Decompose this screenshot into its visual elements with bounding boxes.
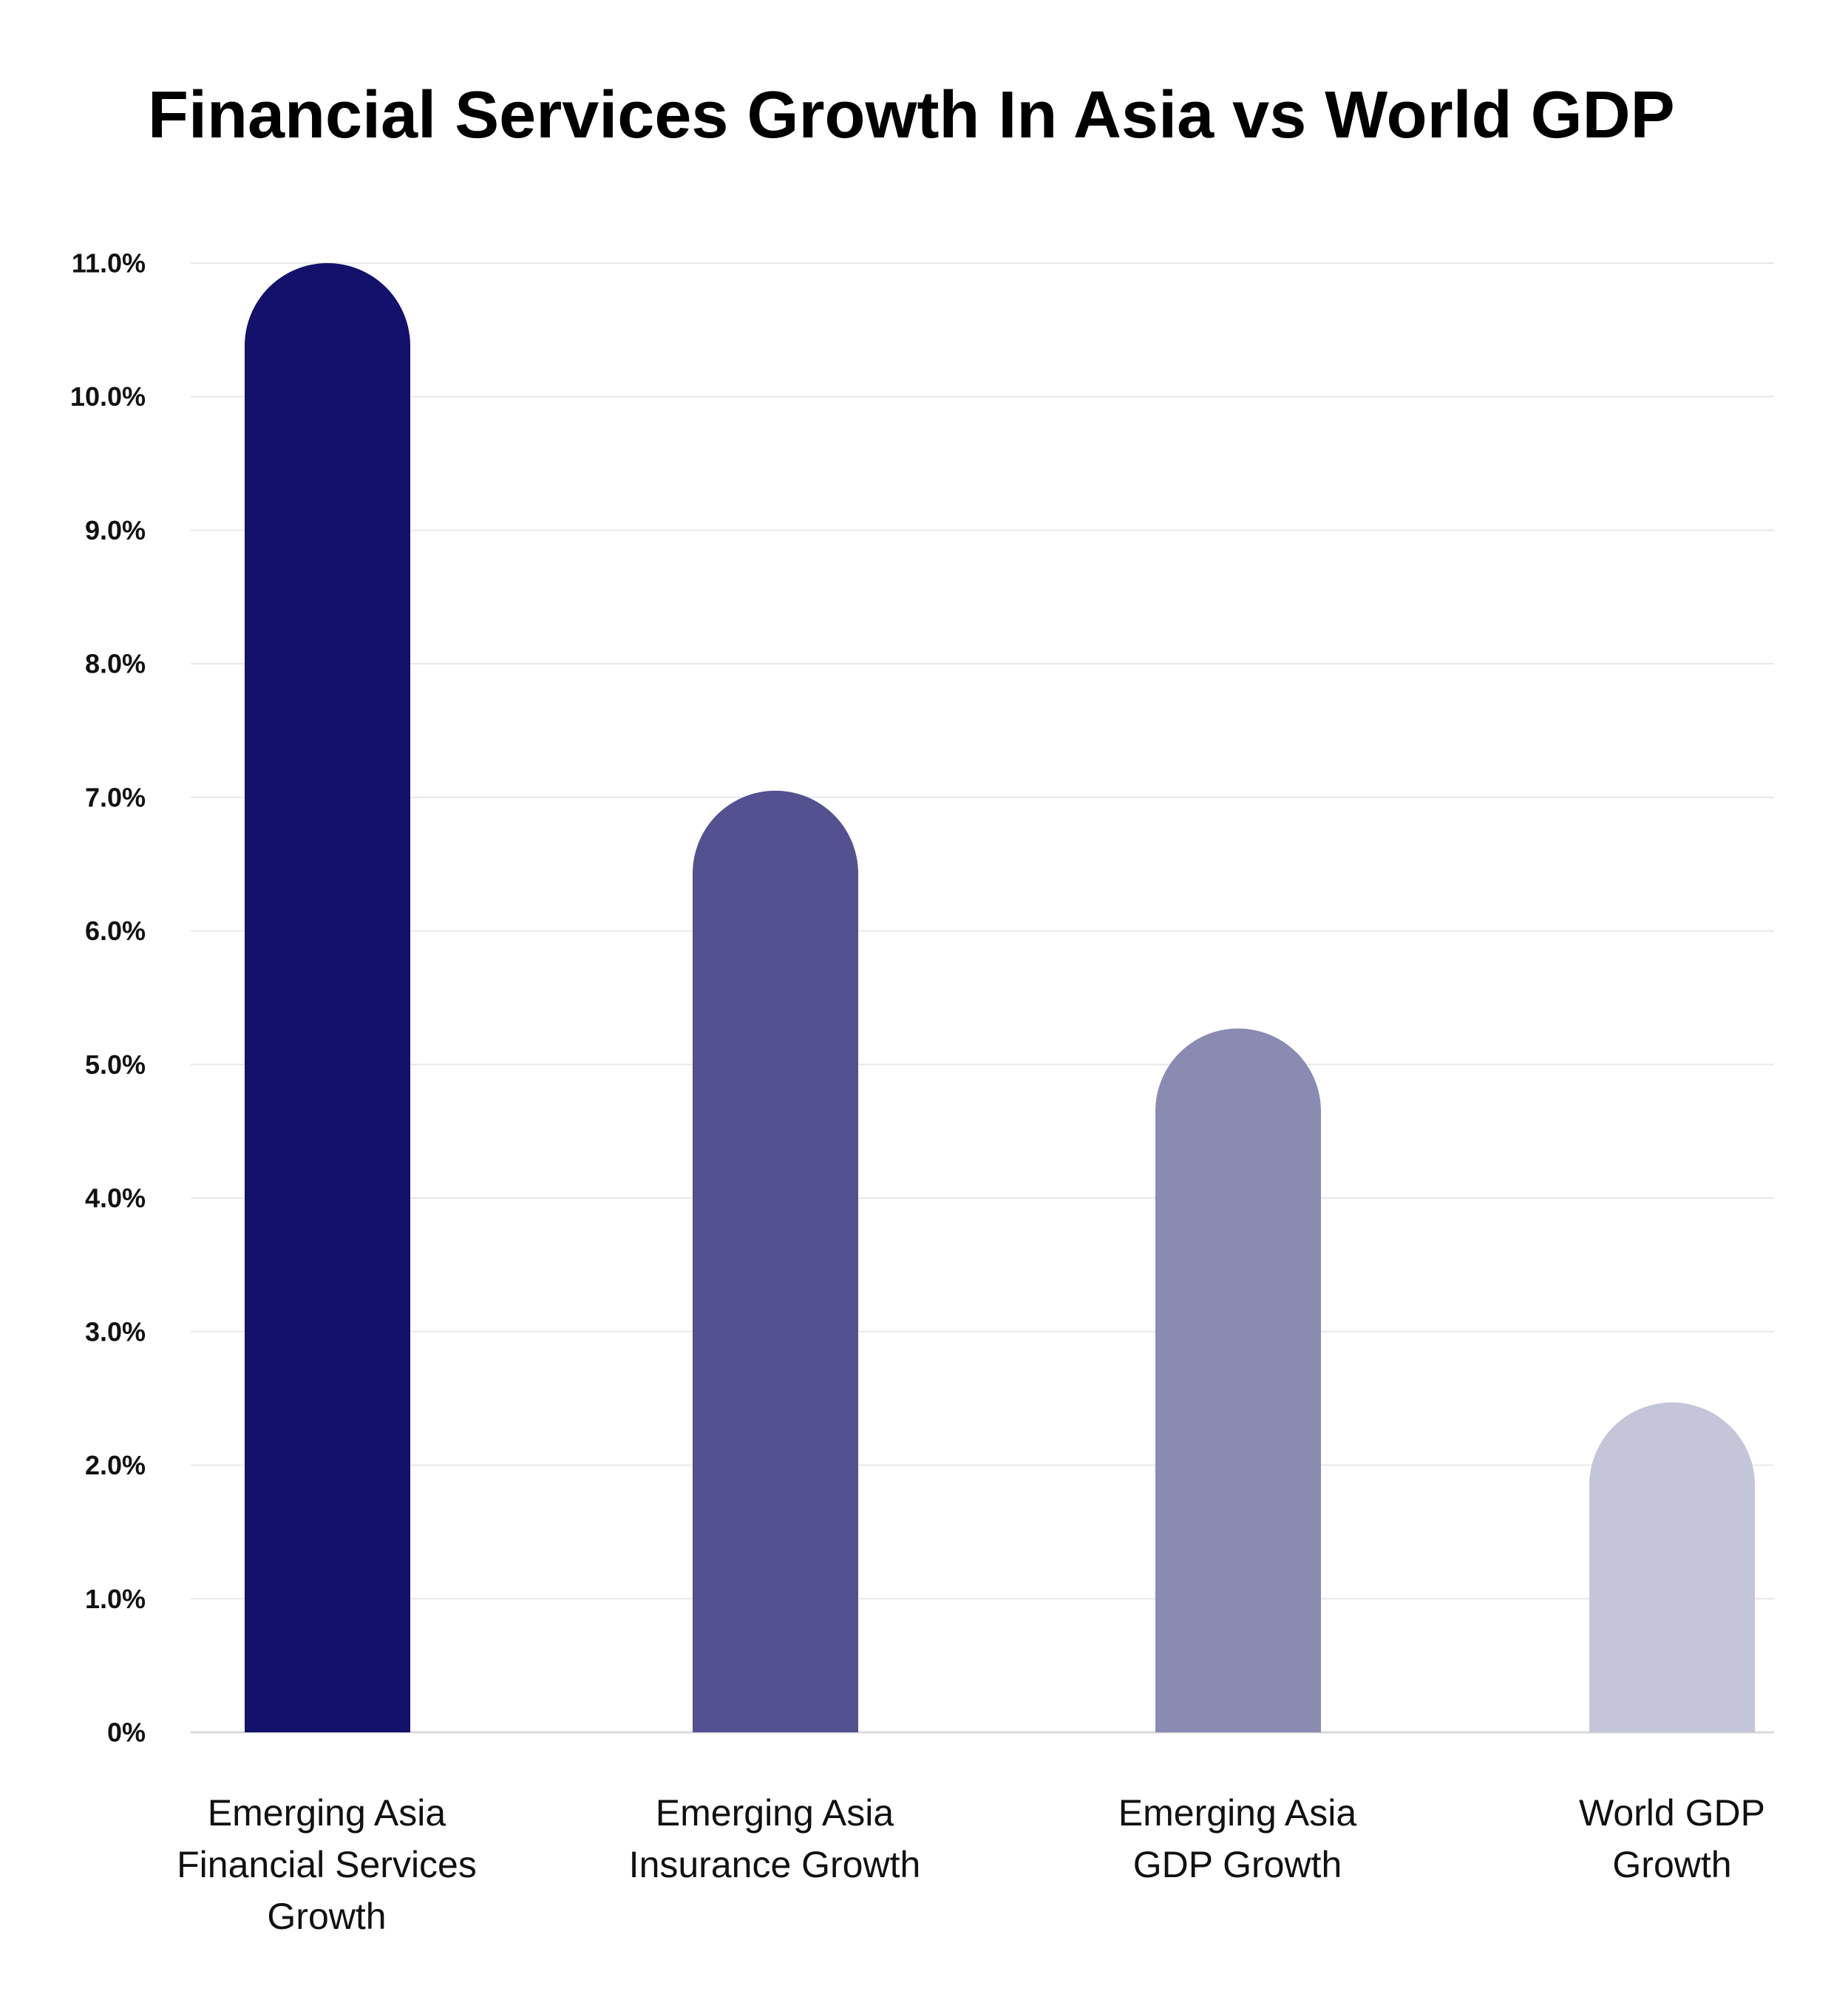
x-category-label: Emerging Asia GDP Growth [1118, 1792, 1357, 1885]
y-tick-label: 8.0% [85, 649, 146, 679]
bar [1155, 1028, 1321, 1732]
x-category-label: World GDP Growth [1579, 1792, 1765, 1885]
y-tick-label: 5.0% [85, 1049, 146, 1080]
x-category-label: Emerging Asia Financial Services Growth [177, 1792, 477, 1937]
y-tick-label: 1.0% [85, 1584, 146, 1614]
y-tick-label: 0% [107, 1718, 146, 1748]
y-tick-label: 6.0% [85, 916, 146, 946]
y-tick-label: 7.0% [85, 782, 146, 812]
y-tick-label: 9.0% [85, 515, 146, 545]
y-tick-label: 3.0% [85, 1316, 146, 1347]
gridlines [191, 262, 1774, 1734]
bar [693, 790, 858, 1732]
y-tick-label: 10.0% [70, 381, 146, 412]
bar [1589, 1402, 1755, 1732]
x-category-label: Emerging Asia Insurance Growth [629, 1792, 921, 1885]
x-axis-labels: Emerging Asia Financial Services Growth Eme… [177, 1792, 1765, 1937]
y-tick-label: 4.0% [85, 1183, 146, 1214]
chart-title: Financial Services Growth In Asia vs Wor… [148, 78, 1675, 152]
bar [245, 263, 410, 1732]
bars [245, 263, 1755, 1732]
y-tick-label: 11.0% [72, 248, 146, 279]
y-axis-ticks: 0% 1.0% 2.0% 3.0% 4.0% 5.0% 6.0% 7.0% 8.0% 9.0% 10… [70, 248, 146, 1748]
y-tick-label: 2.0% [85, 1450, 146, 1480]
